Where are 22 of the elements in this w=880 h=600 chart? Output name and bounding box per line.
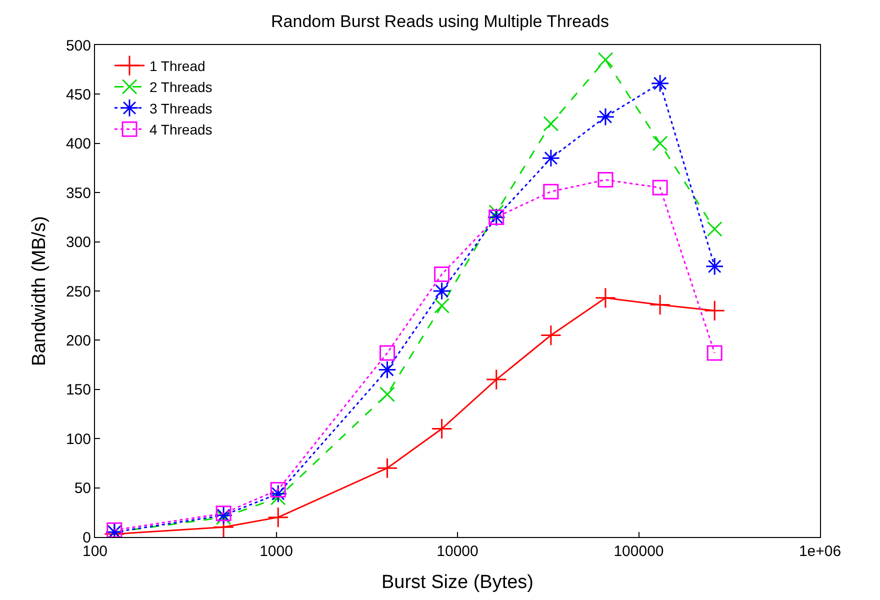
y-tick-label: 300 bbox=[66, 234, 91, 252]
y-tick-label: 500 bbox=[66, 37, 91, 54]
x-tick-label: 100000 bbox=[614, 543, 664, 560]
x-axis-title: Burst Size (Bytes) bbox=[381, 572, 534, 593]
x-tick-label: 1000 bbox=[260, 543, 293, 560]
x-tick-label: 1e+06 bbox=[798, 543, 842, 560]
y-tick-label: 0 bbox=[82, 529, 91, 546]
y-tick-label: 100 bbox=[66, 430, 91, 448]
y-tick-label: 150 bbox=[66, 382, 91, 399]
y-axis-title: Bandwidth (MB/s) bbox=[28, 216, 50, 366]
legend-label: 3 Threads bbox=[150, 100, 212, 116]
legend-label: 4 Threads bbox=[150, 122, 212, 138]
y-tick-label: 200 bbox=[66, 332, 91, 350]
y-tick-label: 50 bbox=[74, 480, 91, 498]
y-tick-label: 450 bbox=[66, 86, 91, 104]
x-tick-label: 10000 bbox=[436, 543, 478, 560]
chart-title: Random Burst Reads using Multiple Threads bbox=[271, 12, 609, 31]
y-tick-label: 250 bbox=[66, 283, 91, 300]
legend-label: 1 Thread bbox=[150, 58, 206, 74]
y-tick-label: 350 bbox=[66, 184, 91, 202]
y-tick-label: 400 bbox=[66, 136, 91, 153]
legend-label: 2 Threads bbox=[150, 79, 212, 96]
